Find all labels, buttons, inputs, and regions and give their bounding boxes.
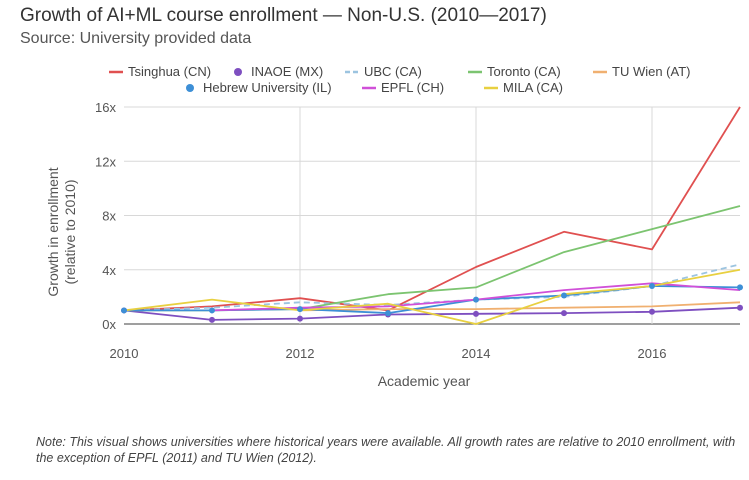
legend-swatch — [234, 68, 242, 76]
data-point-inaoe-mx — [649, 308, 655, 315]
footnote: Note: This visual shows universities whe… — [36, 435, 736, 465]
x-tick-label: 2012 — [286, 346, 315, 361]
line-chart: Tsinghua (CN) INAOE (MX) UBC (CA) Toronto (… — [45, 64, 743, 389]
y-tick-label: 12x — [95, 154, 116, 169]
x-axis: 2010 2012 2014 2016 — [110, 346, 667, 361]
x-axis-title: Academic year — [378, 373, 471, 389]
data-point-hebrew-university-il — [121, 307, 127, 314]
data-point-hebrew-university-il — [737, 284, 743, 291]
legend-label: INAOE (MX) — [251, 64, 323, 79]
series-line-tsinghua-cn — [123, 106, 741, 312]
legend-label: TU Wien (AT) — [612, 64, 690, 79]
legend-label: UBC (CA) — [364, 64, 422, 79]
legend-item-tu-wien-at: TU Wien (AT) — [593, 64, 690, 79]
legend-label: MILA (CA) — [503, 80, 563, 95]
data-point-inaoe-mx — [209, 316, 215, 323]
legend-label: Tsinghua (CN) — [128, 64, 211, 79]
x-tick-label: 2016 — [638, 346, 667, 361]
y-axis-title-line2: (relative to 2010) — [62, 179, 78, 284]
grid — [124, 106, 740, 325]
data-point-inaoe-mx — [561, 310, 567, 317]
legend-item-mila-ca: MILA (CA) — [484, 80, 563, 95]
data-point-hebrew-university-il — [473, 296, 479, 303]
legend-label: EPFL (CH) — [381, 80, 444, 95]
legend-item-hebrew-university-il: Hebrew University (IL) — [186, 80, 332, 95]
y-tick-label: 0x — [102, 317, 116, 332]
data-point-hebrew-university-il — [209, 307, 215, 314]
data-point-hebrew-university-il — [561, 292, 567, 299]
legend-label: Hebrew University (IL) — [203, 80, 332, 95]
y-tick-label: 8x — [102, 209, 116, 224]
chart-subtitle: Source: University provided data — [20, 30, 252, 47]
y-tick-label: 16x — [95, 100, 116, 115]
x-tick-label: 2014 — [462, 346, 491, 361]
y-tick-label: 4x — [102, 263, 116, 278]
legend-item-ubc-ca: UBC (CA) — [345, 64, 422, 79]
series-line-toronto-ca — [124, 205, 741, 312]
chart-title: Growth of AI+ML course enrollment — Non-… — [20, 5, 547, 26]
legend-item-epfl-ch: EPFL (CH) — [362, 80, 444, 95]
legend-item-inaoe-mx: INAOE (MX) — [234, 64, 323, 79]
legend-label: Toronto (CA) — [487, 64, 561, 79]
series-line-mila-ca — [123, 268, 741, 325]
series-points — [121, 283, 743, 323]
data-point-inaoe-mx — [297, 315, 303, 322]
legend-item-toronto-ca: Toronto (CA) — [468, 64, 561, 79]
legend-swatch — [186, 84, 194, 92]
y-axis-title-line1: Growth in enrollment — [45, 167, 61, 296]
x-tick-label: 2010 — [110, 346, 139, 361]
legend-item-tsinghua-cn: Tsinghua (CN) — [109, 64, 211, 79]
data-point-hebrew-university-il — [649, 283, 655, 290]
data-point-inaoe-mx — [737, 304, 743, 311]
y-axis: 0x 4x 8x 12x 16x — [95, 100, 116, 332]
data-point-hebrew-university-il — [385, 310, 391, 317]
data-point-inaoe-mx — [473, 310, 479, 317]
data-point-hebrew-university-il — [297, 306, 303, 313]
legend: Tsinghua (CN) INAOE (MX) UBC (CA) Toronto (… — [109, 64, 690, 95]
